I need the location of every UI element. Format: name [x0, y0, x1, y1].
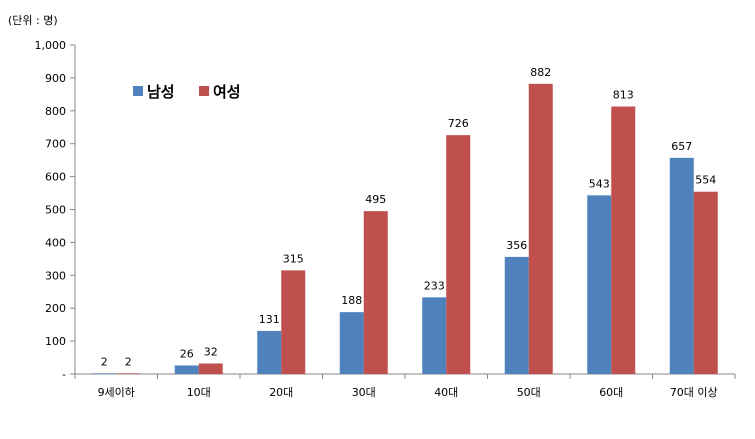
- bar-male: [669, 157, 694, 374]
- y-tick-label: 500: [45, 204, 66, 217]
- bar-female: [611, 106, 636, 374]
- data-label: 882: [530, 66, 551, 79]
- data-label: 2: [125, 355, 132, 368]
- x-tick-label: 20대: [269, 386, 293, 399]
- bar-male: [422, 297, 447, 374]
- bar-male: [504, 256, 529, 374]
- unit-label: (단위 : 명): [8, 14, 58, 27]
- data-label: 726: [448, 117, 469, 130]
- y-tick-label: 1,000: [35, 39, 67, 52]
- data-label: 657: [671, 140, 692, 153]
- data-label: 495: [365, 193, 386, 206]
- y-tick-label: 600: [45, 171, 66, 184]
- x-tick-label: 50대: [517, 386, 541, 399]
- bar-female: [116, 373, 141, 374]
- bar-male: [92, 373, 117, 374]
- data-label: 356: [506, 239, 527, 252]
- bar-female: [281, 270, 306, 374]
- x-tick-label: 9세이하: [98, 385, 135, 399]
- legend-label: 남성: [147, 83, 175, 101]
- bar-female: [528, 83, 553, 375]
- data-label: 813: [613, 89, 634, 102]
- legend-swatch: [199, 86, 209, 96]
- x-tick-label: 70대 이상: [670, 386, 718, 399]
- data-label: 131: [259, 313, 280, 326]
- y-tick-label: 700: [45, 138, 66, 151]
- data-label: 2: [101, 355, 108, 368]
- bar-female: [198, 363, 223, 374]
- x-tick-label: 40대: [434, 386, 458, 399]
- y-tick-label: 400: [45, 236, 66, 249]
- bar-female: [693, 191, 718, 374]
- data-label: 32: [204, 345, 218, 358]
- bar-female: [363, 211, 388, 374]
- y-tick-label: 900: [45, 72, 66, 85]
- x-tick-label: 30대: [352, 386, 376, 399]
- data-label: 315: [283, 252, 304, 265]
- bar-male: [174, 365, 199, 374]
- data-label: 233: [424, 279, 445, 292]
- data-label: 554: [695, 174, 716, 187]
- legend-label: 여성: [213, 83, 241, 101]
- bar-male: [587, 195, 612, 374]
- bar-female: [446, 135, 471, 374]
- y-tick-label: 300: [45, 269, 66, 282]
- bar-male: [339, 312, 364, 374]
- y-tick-label: 200: [45, 302, 66, 315]
- data-label: 543: [589, 177, 610, 190]
- y-tick-label: 100: [45, 335, 66, 348]
- x-tick-label: 60대: [599, 386, 623, 399]
- y-tick-label: -: [62, 368, 66, 381]
- data-label: 26: [180, 347, 194, 360]
- legend-swatch: [133, 86, 143, 96]
- bar-male: [257, 330, 282, 374]
- x-tick-label: 10대: [187, 386, 211, 399]
- y-tick-label: 800: [45, 105, 66, 118]
- data-label: 188: [341, 294, 362, 307]
